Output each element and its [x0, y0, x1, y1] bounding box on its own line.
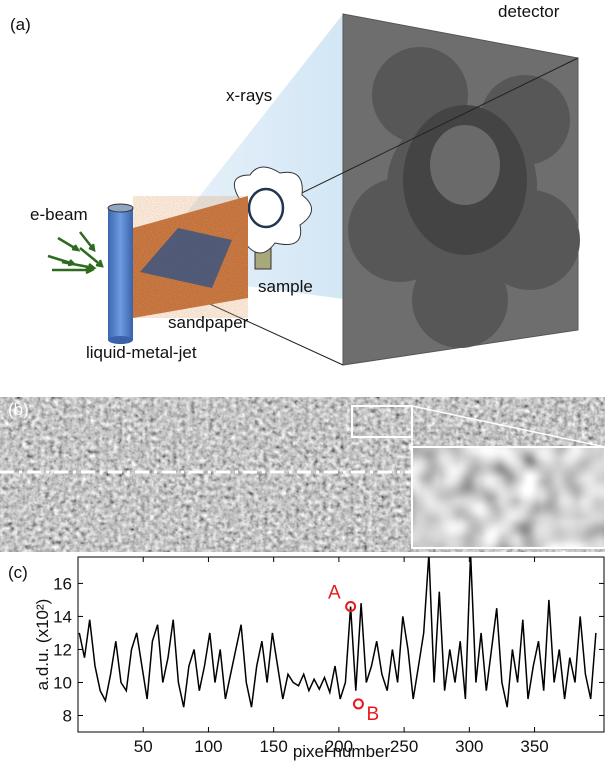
- panel-label: (c): [8, 563, 28, 582]
- jet-bottom: [108, 336, 133, 344]
- x-axis-label: pixel number: [293, 742, 391, 761]
- electron-arrows: [47, 231, 104, 275]
- annotation-marker: [352, 698, 364, 710]
- panel-label: (a): [10, 15, 31, 34]
- annotation-label: A: [328, 583, 341, 604]
- y-tick-label: 12: [53, 640, 72, 659]
- sandpaper-label: sandpaper: [168, 313, 249, 332]
- detector-center: [430, 125, 500, 205]
- sample-ring: [247, 187, 285, 229]
- beam-on-sandpaper: [140, 228, 232, 288]
- y-axis-label: a.d.u. (x10²): [33, 599, 52, 691]
- sample-label: sample: [258, 277, 313, 296]
- x-tick-label: 100: [194, 737, 222, 756]
- panel-label: (b): [8, 400, 29, 419]
- y-tick-label: 8: [63, 706, 72, 725]
- x-tick-label: 200: [325, 737, 353, 756]
- x-tick-label: 150: [259, 737, 287, 756]
- x-tick-label: 50: [134, 737, 153, 756]
- xrays-label: x-rays: [226, 86, 272, 105]
- x-tick-label: 350: [520, 737, 548, 756]
- source-label: liquid-metal-jet: [86, 343, 197, 362]
- zoom-inset: [412, 447, 605, 548]
- detector-label: detector: [498, 2, 560, 21]
- y-tick-label: 14: [53, 607, 72, 626]
- y-tick-label: 16: [53, 574, 72, 593]
- ebeam-label: e-beam: [30, 205, 88, 224]
- y-tick-label: 10: [53, 673, 72, 692]
- x-tick-label: 250: [390, 737, 418, 756]
- jet-top: [107, 203, 134, 213]
- annotation-label: B: [366, 704, 379, 725]
- annotation-marker: [345, 601, 357, 613]
- plot: 50 100 150 200 250 300 350 8 10 12 14 16 pixel numbe…: [33, 556, 605, 761]
- zoom-region: [351, 405, 413, 438]
- zoom-connector: [411, 405, 605, 448]
- data-line: [78, 557, 597, 708]
- jet-cylinder: [108, 208, 133, 340]
- plot-frame: [77, 556, 605, 733]
- xray-beam: [140, 14, 578, 365]
- x-tick-label: 300: [455, 737, 483, 756]
